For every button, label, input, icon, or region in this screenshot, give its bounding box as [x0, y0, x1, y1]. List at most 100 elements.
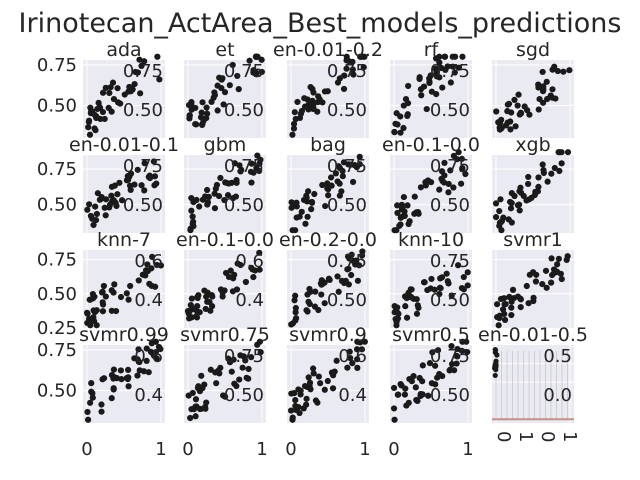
data-point	[249, 266, 256, 273]
data-point	[438, 168, 446, 175]
data-point	[96, 104, 104, 111]
data-point	[459, 53, 466, 60]
data-point	[391, 416, 398, 423]
data-point	[492, 349, 498, 356]
data-point	[314, 399, 321, 406]
data-point	[335, 288, 342, 295]
data-point	[203, 293, 210, 300]
y-tick-label: 0.75	[37, 340, 77, 361]
data-point	[321, 386, 328, 393]
data-point	[549, 86, 556, 93]
data-point	[424, 286, 431, 294]
data-point	[203, 104, 210, 111]
data-point	[394, 202, 401, 209]
data-point	[459, 338, 466, 345]
data-point	[507, 126, 514, 133]
data-point	[102, 212, 109, 219]
subplot-title: svmr1	[503, 229, 563, 251]
data-point	[258, 68, 265, 76]
data-point	[190, 218, 197, 225]
data-point	[428, 275, 435, 283]
data-point	[405, 294, 412, 301]
data-point	[156, 76, 163, 83]
data-point	[453, 360, 460, 367]
subplot-13: 0.75 0.50 en-0.2-0.0	[279, 229, 377, 328]
subplot-19: 0.75 0.50 svmr0.5 0 1	[388, 324, 473, 460]
data-point	[312, 288, 319, 295]
tick-label: 0.50	[123, 195, 163, 216]
data-point	[434, 347, 442, 354]
data-point	[134, 166, 141, 173]
data-point	[135, 346, 142, 353]
data-point	[397, 221, 404, 228]
subplot-1: 0.75 0.50 ada 0.50 0.75	[37, 39, 165, 138]
data-point	[305, 298, 312, 305]
data-point	[141, 58, 148, 65]
data-point	[230, 356, 237, 363]
data-point	[554, 261, 561, 268]
data-point	[231, 380, 238, 387]
data-point	[118, 376, 125, 383]
tick-label: 0.4	[235, 290, 264, 311]
data-point	[118, 197, 126, 204]
data-point	[310, 370, 317, 377]
data-point	[141, 187, 148, 194]
data-point	[336, 164, 343, 172]
subplot-title: knn-10	[398, 229, 464, 251]
subplot-11: 0.6 0.4 knn-7 0.25 0.50 0.75	[37, 229, 165, 339]
data-point	[349, 360, 356, 367]
data-point	[497, 295, 505, 303]
tick-label: 0.6	[338, 346, 367, 367]
data-point	[288, 390, 295, 397]
data-point	[307, 288, 314, 295]
subplot-title: svmr0.75	[180, 324, 270, 346]
data-point	[287, 407, 295, 414]
data-point	[558, 275, 565, 283]
axes-background	[184, 155, 266, 233]
data-point	[220, 101, 227, 108]
data-point	[347, 354, 354, 362]
data-point	[288, 321, 295, 328]
data-point	[492, 364, 498, 370]
data-point	[551, 164, 558, 172]
subplot-title: et	[215, 39, 234, 61]
data-point	[558, 149, 565, 156]
data-point	[93, 113, 100, 120]
data-point	[111, 281, 118, 288]
subplot-7: 0.75 0.50 gbm	[184, 134, 266, 234]
data-point	[464, 282, 471, 289]
data-point	[460, 286, 467, 293]
data-point	[328, 182, 335, 189]
data-point	[150, 158, 157, 165]
data-point	[319, 99, 326, 106]
data-point	[517, 110, 525, 117]
data-point	[556, 167, 563, 175]
data-point	[217, 174, 224, 182]
data-point	[297, 391, 304, 398]
data-point	[530, 297, 537, 305]
subplot-16: 0.6 0.4 svmr0.99 0.50 0.75 0 1	[37, 324, 169, 460]
subplot-title: gbm	[204, 134, 247, 156]
data-point	[231, 160, 238, 167]
data-point	[193, 196, 200, 204]
data-point	[98, 408, 105, 415]
data-point	[539, 281, 546, 288]
data-point	[357, 339, 364, 346]
data-point	[451, 53, 459, 60]
data-point	[492, 372, 498, 379]
data-point	[525, 300, 532, 307]
data-point	[354, 364, 361, 371]
data-point	[358, 346, 366, 353]
data-point	[448, 360, 456, 368]
data-point	[214, 107, 221, 114]
data-point	[517, 303, 524, 311]
data-point	[116, 179, 123, 186]
data-point	[436, 53, 443, 60]
data-point	[419, 391, 426, 398]
data-point	[117, 367, 124, 374]
data-point	[300, 405, 307, 412]
subplot-title: sgd	[516, 39, 550, 61]
subplot-title: xgb	[515, 134, 550, 156]
data-point	[429, 349, 436, 356]
data-point	[91, 293, 98, 300]
